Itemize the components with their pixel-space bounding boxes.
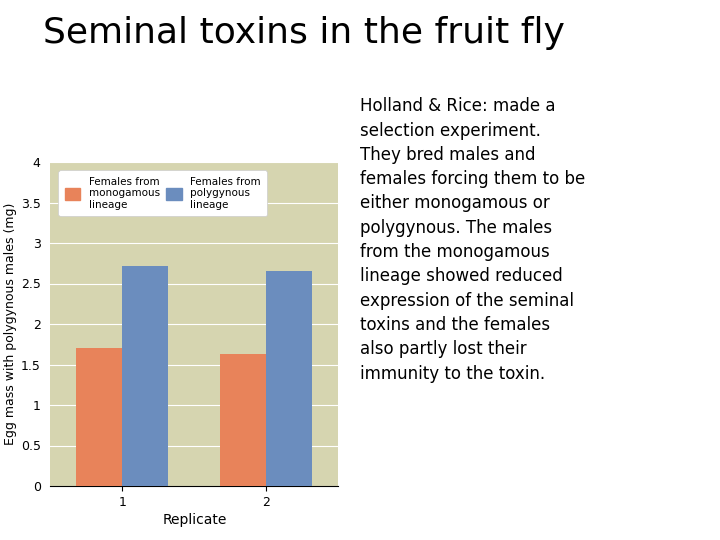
Y-axis label: Egg mass with polygynous males (mg): Egg mass with polygynous males (mg) [4,203,17,445]
X-axis label: Replicate: Replicate [162,513,227,527]
Text: Holland & Rice: made a
selection experiment.
They bred males and
females forcing: Holland & Rice: made a selection experim… [360,97,585,382]
Legend: Females from
monogamous
lineage, Females from
polygynous
lineage: Females from monogamous lineage, Females… [58,171,267,216]
Text: Seminal toxins in the fruit fly: Seminal toxins in the fruit fly [43,16,565,50]
Bar [122,266,168,486]
Bar [76,348,122,486]
Bar [220,354,266,486]
Bar [266,271,312,486]
